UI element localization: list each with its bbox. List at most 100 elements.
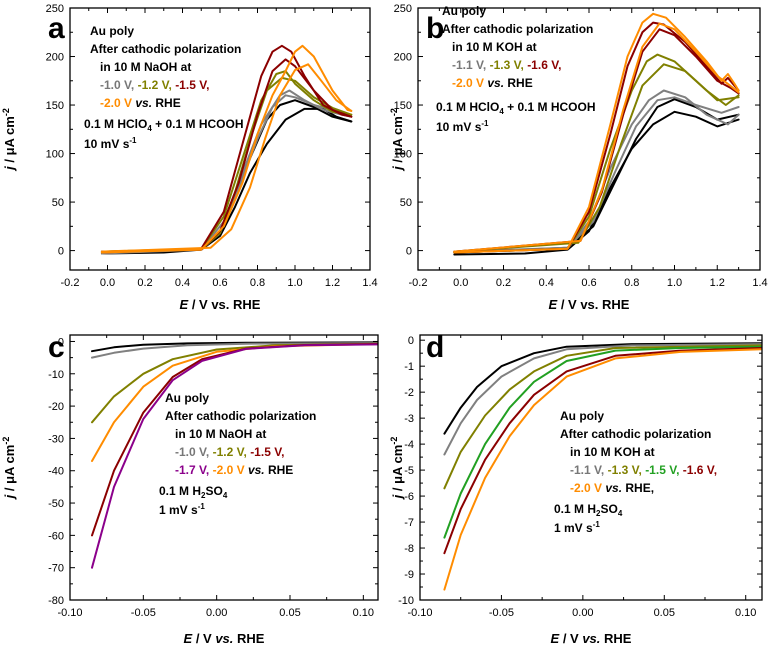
x-tick-label: 1.4 bbox=[362, 277, 377, 289]
series-group bbox=[443, 342, 762, 591]
panel-a: -0.2 0.0 0.2 0.4 0.6 0.8 1.0 1.2 1.4 0 50 100 150 200… bbox=[1, 3, 378, 312]
panel-c: -0.10 -0.05 0.00 0.05 0.10 0 -10 -20 -30 -40 -50 -6… bbox=[1, 331, 379, 646]
x-tick-label: -0.10 bbox=[407, 607, 432, 619]
y-tick-label: -2 bbox=[404, 387, 414, 399]
annotation-solution: in 10 M KOH at bbox=[570, 445, 655, 459]
x-tick-label: 0.00 bbox=[572, 607, 593, 619]
series-line bbox=[453, 98, 740, 254]
series-line bbox=[443, 348, 762, 591]
x-tick-label: 0.0 bbox=[453, 277, 468, 289]
x-tick-label: 0.4 bbox=[539, 277, 554, 289]
annotation-potentials: -2.0 V vs. RHE, bbox=[570, 481, 654, 495]
y-tick-label: 200 bbox=[394, 52, 412, 64]
annotation-electrolyte: 0.1 M H2SO4 bbox=[159, 484, 228, 500]
y-tick-label: -50 bbox=[48, 498, 64, 510]
x-tick-label: 0.00 bbox=[206, 607, 227, 619]
annotation-potentials: -1.1 V, -1.3 V, -1.5 V, -1.6 V, bbox=[570, 463, 717, 477]
x-tick-label: 1.2 bbox=[325, 277, 340, 289]
x-tick-label: -0.10 bbox=[57, 607, 82, 619]
x-tick-label: 0.6 bbox=[581, 277, 596, 289]
annotation-treatment: After cathodic polarization bbox=[165, 409, 316, 423]
y-tick-label: -40 bbox=[48, 466, 64, 478]
plot-frame bbox=[419, 334, 763, 601]
annotation-treatment: After cathodic polarization bbox=[560, 427, 711, 441]
series-line bbox=[443, 347, 762, 555]
annotation-sample: Au poly bbox=[442, 4, 486, 18]
annotation-potentials: -1.1 V, -1.3 V, -1.6 V, bbox=[452, 58, 561, 72]
y-axis-label: j / μA cm-2 bbox=[1, 108, 17, 172]
x-tick-label: -0.2 bbox=[409, 277, 428, 289]
annotation-scan-rate: 10 mV s-1 bbox=[436, 119, 489, 134]
series-line bbox=[453, 22, 740, 253]
y-tick-label: -80 bbox=[48, 595, 64, 607]
y-tick-label: 100 bbox=[394, 149, 412, 161]
series-group bbox=[100, 44, 353, 255]
series-line bbox=[91, 343, 378, 462]
panel-letter: b bbox=[426, 12, 444, 45]
y-axis-label: j / μA cm-2 bbox=[1, 437, 17, 501]
series-line bbox=[443, 344, 762, 490]
x-tick-label: 0.6 bbox=[212, 277, 227, 289]
y-tick-label: -7 bbox=[404, 517, 414, 529]
y-tick-label: -30 bbox=[48, 433, 64, 445]
annotation-potentials: -1.0 V, -1.2 V, -1.5 V, bbox=[100, 78, 209, 92]
series-line bbox=[453, 89, 740, 254]
annotation-scan-rate: 10 mV s-1 bbox=[84, 136, 137, 151]
y-tick-label: -70 bbox=[48, 563, 64, 575]
y-tick-label: 50 bbox=[52, 197, 64, 209]
y-tick-label: -4 bbox=[404, 439, 414, 451]
x-axis-label: E / V vs. RHE bbox=[184, 631, 265, 646]
y-tick-label: -8 bbox=[404, 543, 414, 555]
x-tick-label: 0.10 bbox=[353, 607, 374, 619]
x-tick-label: 0.8 bbox=[250, 277, 265, 289]
y-tick-label: -20 bbox=[48, 401, 64, 413]
annotation-treatment: After cathodic polarization bbox=[90, 42, 241, 56]
annotation-treatment: After cathodic polarization bbox=[442, 22, 593, 36]
panel-letter: c bbox=[48, 331, 65, 364]
x-tick-label: 0.4 bbox=[175, 277, 190, 289]
series-group bbox=[453, 12, 740, 256]
panel-letter: a bbox=[48, 12, 65, 45]
y-tick-label: 150 bbox=[46, 100, 64, 112]
y-tick-label: -3 bbox=[404, 413, 414, 425]
x-tick-label: -0.05 bbox=[131, 607, 156, 619]
plot-frame bbox=[69, 334, 379, 601]
y-tick-label: -6 bbox=[404, 491, 414, 503]
y-tick-label: 0 bbox=[406, 246, 412, 258]
series-line bbox=[100, 70, 353, 253]
y-axis-label: j / μA cm-2 bbox=[389, 108, 405, 172]
y-tick-label: -9 bbox=[404, 569, 414, 581]
y-tick-label: -5 bbox=[404, 465, 414, 477]
panel-letter: d bbox=[426, 331, 444, 364]
y-tick-label: -10 bbox=[48, 369, 64, 381]
y-tick-label: 0 bbox=[58, 246, 64, 258]
annotation-electrolyte: 0.1 M H2SO4 bbox=[554, 502, 623, 518]
series-line bbox=[91, 343, 378, 569]
annotation-solution: in 10 M KOH at bbox=[452, 40, 537, 54]
x-tick-label: 1.0 bbox=[287, 277, 302, 289]
y-tick-label: 200 bbox=[46, 52, 64, 64]
annotation-potentials: -2.0 V vs. RHE bbox=[452, 76, 533, 90]
series-line bbox=[453, 12, 740, 254]
y-tick-label: -60 bbox=[48, 530, 64, 542]
series-line bbox=[91, 342, 378, 359]
y-tick-label: -10 bbox=[398, 595, 414, 607]
x-axis-label: E / V vs. RHE bbox=[549, 297, 630, 312]
annotation-electrolyte: 0.1 M HClO4 + 0.1 M HCOOH bbox=[436, 100, 596, 116]
annotation-solution: in 10 M NaOH at bbox=[100, 60, 191, 74]
series-line bbox=[453, 96, 740, 253]
panel-d: -0.10 -0.05 0.00 0.05 0.10 0 -1 -2 -3 -4 -5 -6 -7 -8 -… bbox=[389, 331, 763, 646]
x-tick-label: 0.8 bbox=[624, 277, 639, 289]
annotation-potentials: -2.0 V vs. RHE bbox=[100, 96, 181, 110]
y-axis-label: j / μA cm-2 bbox=[389, 437, 405, 501]
y-tick-label: 50 bbox=[400, 197, 412, 209]
x-tick-label: 0.05 bbox=[654, 607, 675, 619]
annotation-potentials: -1.7 V, -2.0 V vs. RHE bbox=[175, 463, 293, 477]
panel-b: -0.2 0.0 0.2 0.4 0.6 0.8 1.0 1.2 1.4 0 50 100 150 200… bbox=[389, 3, 768, 312]
annotation-sample: Au poly bbox=[165, 391, 209, 405]
x-tick-label: 0.05 bbox=[279, 607, 300, 619]
y-tick-label: 100 bbox=[46, 149, 64, 161]
y-tick-label: -1 bbox=[404, 361, 414, 373]
series-line bbox=[453, 63, 740, 253]
